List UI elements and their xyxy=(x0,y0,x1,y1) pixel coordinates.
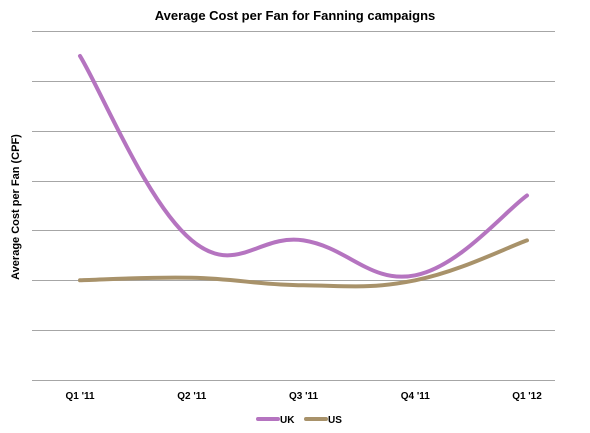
x-axis-tick-labels: Q1 '11 Q2 '11 Q3 '11 Q4 '11 Q1 '12 xyxy=(65,391,542,402)
series-line-uk xyxy=(78,53,529,279)
series-line-us xyxy=(78,238,529,289)
legend-label-us: US xyxy=(328,415,342,426)
x-tick-label: Q1 '12 xyxy=(512,391,542,402)
y-axis-label: Average Cost per Fan (CPF) xyxy=(10,134,22,280)
series-lines xyxy=(78,53,529,289)
gridlines xyxy=(32,31,555,381)
x-tick-label: Q1 '11 xyxy=(65,391,95,402)
legend-label-uk: UK xyxy=(280,415,295,426)
x-tick-label: Q4 '11 xyxy=(401,391,431,402)
x-tick-label: Q3 '11 xyxy=(289,391,319,402)
legend: UK US xyxy=(256,415,342,426)
x-tick-label: Q2 '11 xyxy=(177,391,207,402)
chart-title: Average Cost per Fan for Fanning campaig… xyxy=(155,8,436,23)
